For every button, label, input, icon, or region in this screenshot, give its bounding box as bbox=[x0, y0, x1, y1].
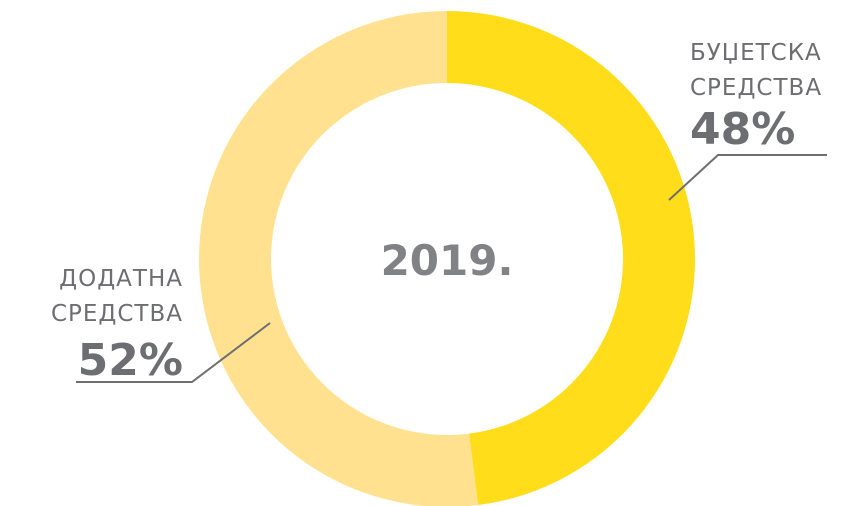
center-year-label: 2019. bbox=[381, 236, 514, 285]
label-budget-line2: СРЕДСТВА bbox=[690, 75, 822, 101]
donut-slice-0 bbox=[447, 11, 695, 506]
label-additional-line1: ДОДАТНА bbox=[59, 266, 183, 292]
label-budget-percent: 48% bbox=[690, 104, 795, 155]
leader-line-budget bbox=[668, 154, 827, 201]
donut-slice-1 bbox=[199, 11, 479, 506]
label-budget: БУЏЕТСКА СРЕДСТВА 48% bbox=[668, 40, 827, 201]
label-additional-percent: 52% bbox=[78, 335, 183, 386]
donut-slices bbox=[199, 11, 695, 506]
leader-line-additional bbox=[76, 322, 271, 383]
label-additional-line2: СРЕДСТВА bbox=[51, 301, 183, 327]
label-budget-line1: БУЏЕТСКА bbox=[690, 40, 822, 66]
label-additional: ДОДАТНА СРЕДСТВА 52% bbox=[51, 266, 271, 386]
